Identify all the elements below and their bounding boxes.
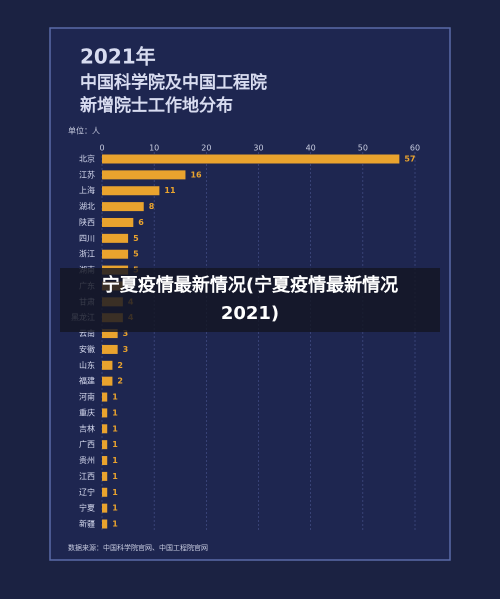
- x-tick-label: 0: [99, 144, 104, 153]
- y-tick-label: 江苏: [79, 169, 95, 179]
- y-tick-label: 贵州: [79, 455, 95, 465]
- bar: [102, 376, 113, 386]
- value-label: 1: [112, 504, 118, 513]
- chart-subtitle: 中国科学院及中国工程院: [80, 72, 267, 93]
- overlay-caption: 宁夏疫情最新情况(宁夏疫情最新情况2021): [101, 275, 399, 324]
- value-label: 1: [112, 393, 118, 402]
- y-tick-label: 福建: [79, 376, 95, 386]
- bar: [102, 217, 134, 227]
- x-tick-label: 30: [253, 144, 263, 153]
- unit-label: 单位：人: [68, 126, 100, 136]
- bar: [102, 186, 160, 196]
- bar: [102, 471, 108, 481]
- value-label: 3: [123, 329, 129, 338]
- y-tick-label: 重庆: [79, 407, 95, 417]
- bar: [102, 344, 118, 354]
- x-tick-label: 50: [358, 144, 368, 153]
- y-tick-label: 广西: [79, 439, 95, 449]
- bar: [102, 503, 108, 513]
- y-tick-label: 吉林: [79, 423, 95, 433]
- value-label: 1: [112, 488, 118, 497]
- y-tick-label: 宁夏: [79, 503, 95, 513]
- x-tick-label: 10: [149, 144, 159, 153]
- bar: [102, 487, 108, 497]
- value-label: 1: [112, 520, 118, 529]
- value-label: 5: [133, 250, 139, 259]
- y-tick-label: 山东: [79, 360, 95, 370]
- x-tick-label: 60: [410, 144, 420, 153]
- value-label: 1: [112, 456, 118, 465]
- y-tick-label: 辽宁: [79, 487, 95, 497]
- bar: [102, 360, 113, 370]
- value-label: 1: [112, 440, 118, 449]
- bar: [102, 456, 108, 466]
- y-tick-label: 上海: [79, 185, 95, 195]
- value-label: 11: [164, 186, 176, 195]
- y-tick-label: 安徽: [79, 344, 95, 354]
- bar: [102, 202, 144, 212]
- value-label: 16: [190, 170, 202, 179]
- y-tick-label: 四川: [79, 234, 95, 243]
- x-tick-label: 40: [306, 144, 316, 153]
- bar: [102, 170, 186, 180]
- value-label: 57: [404, 155, 415, 164]
- source: 数据来源：中国科学院官网、中国工程院官网: [68, 543, 208, 552]
- bar: [102, 233, 129, 243]
- value-label: 2: [117, 377, 123, 386]
- bar: [102, 408, 108, 418]
- bar: [102, 329, 118, 339]
- y-tick-label: 河南: [79, 392, 95, 402]
- bar: [102, 519, 108, 529]
- y-tick-label: 湖北: [79, 202, 95, 211]
- y-tick-label: 浙江: [79, 249, 95, 259]
- overlay-band: 宁夏疫情最新情况(宁夏疫情最新情况2021): [60, 268, 440, 332]
- value-label: 3: [123, 345, 129, 354]
- chart-subtitle: 新增院士工作地分布: [80, 95, 233, 116]
- value-label: 5: [133, 234, 139, 243]
- x-tick-label: 20: [201, 144, 211, 153]
- chart-title: 2021年: [80, 45, 156, 69]
- value-label: 2: [117, 361, 123, 370]
- bar: [102, 392, 108, 402]
- value-label: 1: [112, 408, 118, 417]
- value-label: 1: [112, 424, 118, 433]
- bar: [102, 154, 400, 164]
- bar: [102, 249, 129, 259]
- value-label: 8: [149, 202, 155, 211]
- y-tick-label: 江西: [79, 472, 95, 481]
- bar: [102, 424, 108, 434]
- value-label: 1: [112, 472, 118, 481]
- y-tick-label: 北京: [79, 154, 95, 164]
- y-tick-label: 陕西: [79, 217, 95, 227]
- bar: [102, 440, 108, 450]
- value-label: 6: [138, 218, 144, 227]
- y-tick-label: 新疆: [79, 519, 95, 529]
- y-tick-label: 云南: [79, 328, 95, 338]
